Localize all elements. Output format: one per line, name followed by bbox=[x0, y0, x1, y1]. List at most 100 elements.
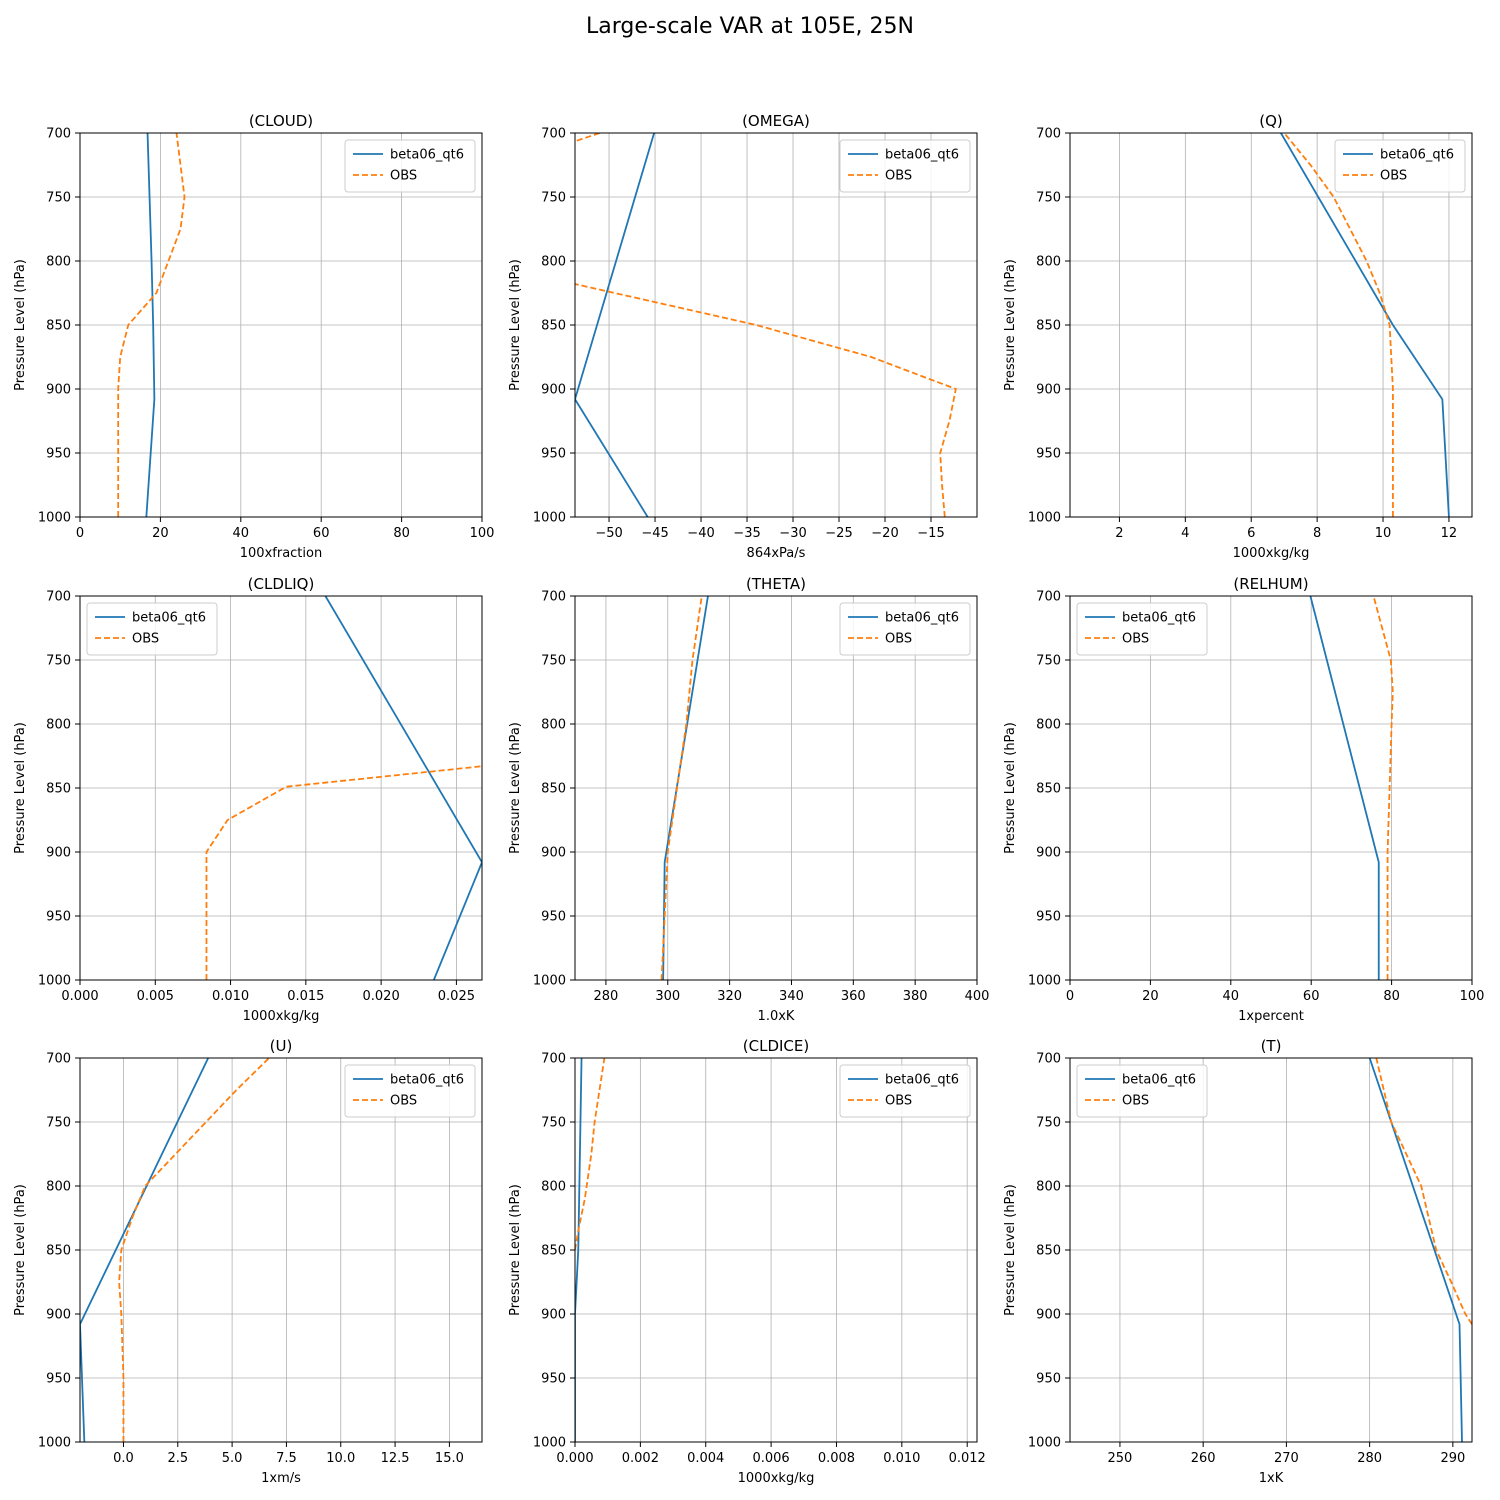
subplot-title: (T) bbox=[1261, 1037, 1282, 1055]
y-tick-label: 800 bbox=[46, 718, 71, 733]
legend-box bbox=[86, 602, 218, 656]
y-tick-label: 750 bbox=[541, 1116, 566, 1131]
y-axis-label: Pressure Level (hPa) bbox=[1003, 259, 1018, 391]
x-tick-label: 260 bbox=[1191, 1451, 1216, 1466]
legend-box bbox=[1076, 602, 1208, 656]
legend-label: beta06_qt6 bbox=[885, 1073, 959, 1088]
legend-box bbox=[1334, 139, 1466, 193]
subplot-theta: 280 300 320 340 360 380 400 700 750 800 850 900 950 1… bbox=[508, 575, 989, 1024]
y-tick-label: 800 bbox=[46, 1180, 71, 1195]
x-axis-label: 864xPa/s bbox=[747, 546, 806, 561]
y-tick-label: 800 bbox=[1036, 1180, 1061, 1195]
y-axis-label: Pressure Level (hPa) bbox=[13, 722, 28, 854]
legend-label: OBS bbox=[1122, 632, 1149, 647]
y-tick-label: 950 bbox=[46, 910, 71, 925]
y-tick-label: 750 bbox=[46, 1116, 71, 1131]
legend-box bbox=[839, 1064, 971, 1118]
x-tick-label: 10.0 bbox=[326, 1451, 355, 1466]
x-tick-label: 7.5 bbox=[276, 1451, 297, 1466]
y-axis-label: Pressure Level (hPa) bbox=[508, 1184, 523, 1316]
x-tick-label: 100 bbox=[1460, 989, 1485, 1004]
series-line-model bbox=[145, 133, 156, 517]
series-line-model bbox=[324, 596, 482, 980]
x-tick-label: 4 bbox=[1181, 526, 1189, 541]
x-tick-label: 2.5 bbox=[167, 1451, 188, 1466]
y-tick-label: 850 bbox=[46, 782, 71, 797]
figure-title: Large-scale VAR at 105E, 25N bbox=[586, 14, 914, 39]
y-tick-label: 1000 bbox=[38, 511, 71, 526]
legend-label: OBS bbox=[132, 632, 159, 647]
x-tick-label: 400 bbox=[965, 989, 990, 1004]
subplot-cldliq: 0.000 0.005 0.010 0.015 0.020 0.025 700 750 800 8… bbox=[13, 575, 483, 1024]
x-tick-label: 0 bbox=[76, 526, 84, 541]
x-axis-label: 1xK bbox=[1259, 1471, 1284, 1486]
subplot-relhum: 0 20 40 60 80 100 700 750 800 850 900 950 1000 (RELHU… bbox=[1003, 575, 1484, 1024]
y-tick-label: 850 bbox=[1036, 1244, 1061, 1259]
y-axis-label: Pressure Level (hPa) bbox=[508, 722, 523, 854]
x-tick-label: 280 bbox=[1357, 1451, 1382, 1466]
x-tick-label: 290 bbox=[1440, 1451, 1465, 1466]
y-tick-label: 950 bbox=[1036, 910, 1061, 925]
x-tick-label: −35 bbox=[733, 526, 760, 541]
subplot-title: (Q) bbox=[1259, 112, 1283, 130]
x-axis-label: 1.0xK bbox=[758, 1009, 795, 1024]
subplot-title: (OMEGA) bbox=[742, 112, 810, 130]
x-tick-label: 5.0 bbox=[222, 1451, 243, 1466]
x-tick-label: −40 bbox=[687, 526, 714, 541]
x-tick-label: 80 bbox=[393, 526, 410, 541]
legend-box bbox=[839, 602, 971, 656]
y-tick-label: 900 bbox=[46, 383, 71, 398]
x-tick-label: 360 bbox=[841, 989, 866, 1004]
y-tick-label: 800 bbox=[1036, 255, 1061, 270]
legend: beta06_qt6 OBS bbox=[344, 139, 476, 193]
y-tick-label: 1000 bbox=[38, 1436, 71, 1451]
y-tick-label: 750 bbox=[1036, 1116, 1061, 1131]
subplot-title: (CLOUD) bbox=[249, 112, 313, 130]
y-tick-label: 950 bbox=[1036, 1372, 1061, 1387]
legend-label: OBS bbox=[1380, 169, 1407, 184]
y-tick-label: 900 bbox=[541, 1308, 566, 1323]
x-tick-label: −45 bbox=[641, 526, 668, 541]
x-tick-label: 60 bbox=[313, 526, 330, 541]
series-line-obs bbox=[117, 133, 186, 517]
legend-box bbox=[344, 1064, 476, 1118]
x-axis-label: 1000xkg/kg bbox=[243, 1009, 320, 1024]
x-tick-label: 10 bbox=[1375, 526, 1392, 541]
y-tick-label: 700 bbox=[541, 127, 566, 142]
y-tick-label: 750 bbox=[541, 191, 566, 206]
legend: beta06_qt6 OBS bbox=[344, 1064, 476, 1118]
y-tick-label: 950 bbox=[46, 1372, 71, 1387]
y-tick-label: 700 bbox=[541, 590, 566, 605]
legend-label: beta06_qt6 bbox=[132, 611, 206, 626]
x-tick-label: 270 bbox=[1274, 1451, 1299, 1466]
legend-label: OBS bbox=[885, 1094, 912, 1109]
y-tick-label: 800 bbox=[1036, 718, 1061, 733]
x-tick-label: 0.000 bbox=[556, 1451, 593, 1466]
x-tick-label: 20 bbox=[1142, 989, 1159, 1004]
y-tick-label: 800 bbox=[541, 255, 566, 270]
series-line-obs bbox=[660, 596, 703, 980]
y-axis-label: Pressure Level (hPa) bbox=[13, 1184, 28, 1316]
subplot-omega: −50 −45 −40 −35 −30 −25 −20 −15 700 750 800 850 900 9… bbox=[508, 112, 978, 561]
x-tick-label: 60 bbox=[1303, 989, 1320, 1004]
x-tick-label: 20 bbox=[152, 526, 169, 541]
y-tick-label: 700 bbox=[1036, 590, 1061, 605]
legend-label: beta06_qt6 bbox=[885, 148, 959, 163]
y-tick-label: 750 bbox=[1036, 191, 1061, 206]
legend-label: OBS bbox=[390, 169, 417, 184]
legend: beta06_qt6 OBS bbox=[839, 1064, 971, 1118]
legend-label: beta06_qt6 bbox=[390, 1073, 464, 1088]
legend-box bbox=[344, 139, 476, 193]
y-tick-label: 700 bbox=[46, 1052, 71, 1067]
series-line-model bbox=[1309, 596, 1380, 980]
x-tick-label: −15 bbox=[917, 526, 944, 541]
legend: beta06_qt6 OBS bbox=[86, 602, 218, 656]
subplot-q: 2 4 6 8 10 12 700 750 800 850 900 950 1000 (Q) 1000xkg… bbox=[1003, 112, 1473, 561]
y-axis-label: Pressure Level (hPa) bbox=[508, 259, 523, 391]
y-tick-label: 700 bbox=[1036, 1052, 1061, 1067]
y-axis-label: Pressure Level (hPa) bbox=[1003, 722, 1018, 854]
legend: beta06_qt6 OBS bbox=[1076, 1064, 1208, 1118]
legend: beta06_qt6 OBS bbox=[839, 139, 971, 193]
x-tick-label: 0.010 bbox=[212, 989, 249, 1004]
